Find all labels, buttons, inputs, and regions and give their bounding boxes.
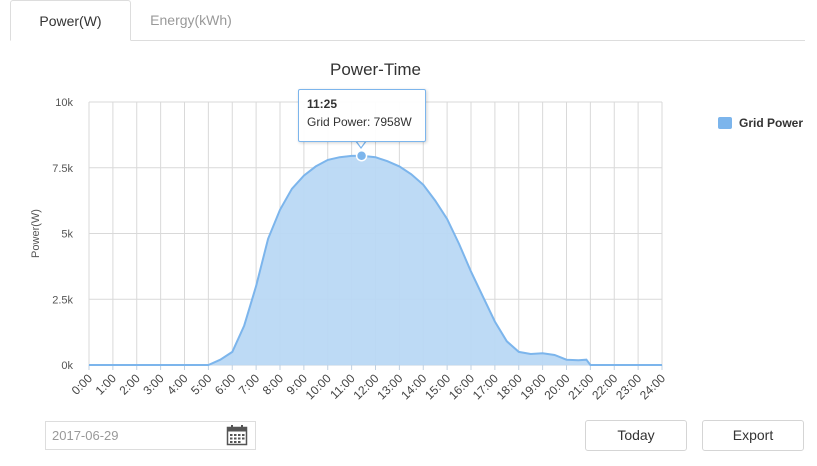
date-input[interactable] (45, 421, 256, 450)
y-tick-label: 7.5k (52, 163, 73, 175)
x-tick-label: 6:00 (212, 371, 239, 398)
tab-bar: Power(W) Energy(kWh) (10, 0, 805, 41)
x-tick-label: 17:00 (470, 371, 501, 402)
y-tick-label: 0k (61, 360, 73, 372)
export-button[interactable]: Export (702, 420, 804, 451)
y-tick-label: 2.5k (52, 294, 73, 306)
x-tick-label: 7:00 (236, 371, 263, 398)
hover-point-marker (355, 149, 368, 162)
tooltip-arrow-inner (356, 140, 366, 147)
x-tick-label: 13:00 (374, 371, 405, 402)
x-tick-label: 10:00 (303, 371, 334, 402)
y-axis-label: Power(W) (30, 209, 42, 258)
x-tick-label: 8:00 (260, 371, 287, 398)
x-tick-label: 22:00 (589, 371, 620, 402)
legend-label: Grid Power (739, 116, 804, 130)
x-tick-label: 14:00 (398, 371, 429, 402)
x-tick-label: 1:00 (93, 371, 120, 398)
x-tick-label: 4:00 (164, 371, 191, 398)
x-tick-label: 11:00 (327, 371, 358, 402)
x-tick-label: 24:00 (637, 371, 668, 402)
y-tick-label: 5k (61, 229, 73, 241)
x-tick-label: 2:00 (116, 371, 143, 398)
x-tick-label: 16:00 (446, 371, 477, 402)
tab-energy[interactable]: Energy(kWh) (150, 12, 232, 28)
legend-swatch (718, 117, 732, 129)
x-tick-label: 0:00 (69, 371, 96, 398)
tooltip-value: Grid Power: 7958W (307, 115, 412, 129)
power-time-chart: Power-Time Power(W) 0k 2.5k 5k 7.5k 10k 0:001:0… (30, 60, 668, 402)
today-button[interactable]: Today (585, 420, 687, 451)
x-tick-label: 21:00 (565, 371, 596, 402)
y-tick-label: 10k (55, 97, 73, 109)
chart-tooltip: 11:25 Grid Power: 7958W (298, 89, 426, 142)
x-tick-label: 19:00 (518, 371, 549, 402)
x-tick-label: 12:00 (350, 371, 381, 402)
tab-power[interactable]: Power(W) (10, 0, 131, 41)
series-line-grid-power (89, 154, 662, 366)
series-area-fill (89, 155, 662, 365)
x-tick-label: 20:00 (541, 371, 572, 402)
x-tick-label: 23:00 (613, 371, 644, 402)
calendar-icon[interactable] (226, 424, 248, 446)
x-tick-label: 15:00 (422, 371, 453, 402)
legend-item-grid-power[interactable]: Grid Power (718, 116, 803, 130)
chart-title: Power-Time (330, 60, 421, 79)
x-tick-label: 5:00 (188, 371, 215, 398)
tooltip-time: 11:25 (307, 97, 338, 111)
x-tick-label: 18:00 (494, 371, 525, 402)
x-tick-label: 3:00 (140, 371, 167, 398)
